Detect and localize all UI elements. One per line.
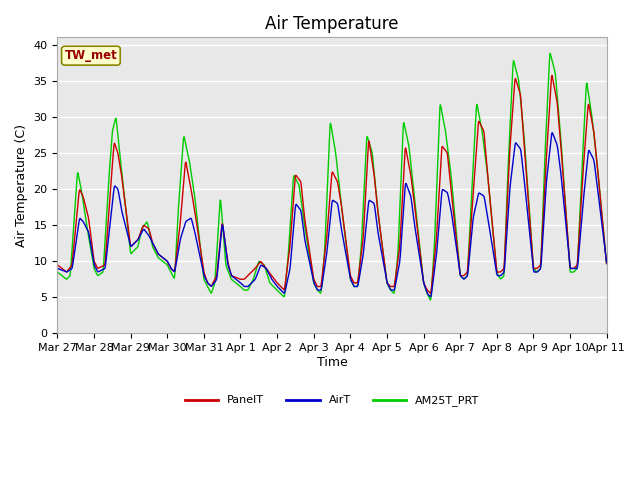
Line: PanelT: PanelT [58,75,607,293]
Y-axis label: Air Temperature (C): Air Temperature (C) [15,124,28,247]
PanelT [298,188,306,193]
AM25T_PRT [287,219,294,225]
AirT [426,294,434,300]
AirT [548,130,556,135]
Line: AirT: AirT [58,132,607,297]
AM25T_PRT [603,261,611,266]
AirT [54,265,61,271]
PanelT [548,72,556,78]
AM25T_PRT [426,297,434,303]
PanelT [308,263,316,269]
Title: Air Temperature: Air Temperature [265,15,399,33]
Text: TW_met: TW_met [65,49,117,62]
AirT [603,260,611,265]
AM25T_PRT [298,202,306,208]
PanelT [366,144,374,150]
PanelT [96,264,104,270]
AirT [308,270,316,276]
AM25T_PRT [366,142,374,148]
AirT [366,198,374,204]
AirT [96,268,104,274]
AM25T_PRT [54,269,61,275]
AM25T_PRT [547,50,554,56]
PanelT [118,178,126,183]
PanelT [603,261,611,266]
Legend: PanelT, AirT, AM25T_PRT: PanelT, AirT, AM25T_PRT [180,391,484,411]
PanelT [287,237,294,243]
AirT [118,210,126,216]
AM25T_PRT [118,174,126,180]
AirT [287,261,294,267]
AM25T_PRT [308,267,316,273]
Line: AM25T_PRT: AM25T_PRT [58,53,607,300]
PanelT [54,262,61,268]
X-axis label: Time: Time [317,356,348,369]
AirT [298,214,306,219]
PanelT [426,290,434,296]
AM25T_PRT [96,271,104,277]
